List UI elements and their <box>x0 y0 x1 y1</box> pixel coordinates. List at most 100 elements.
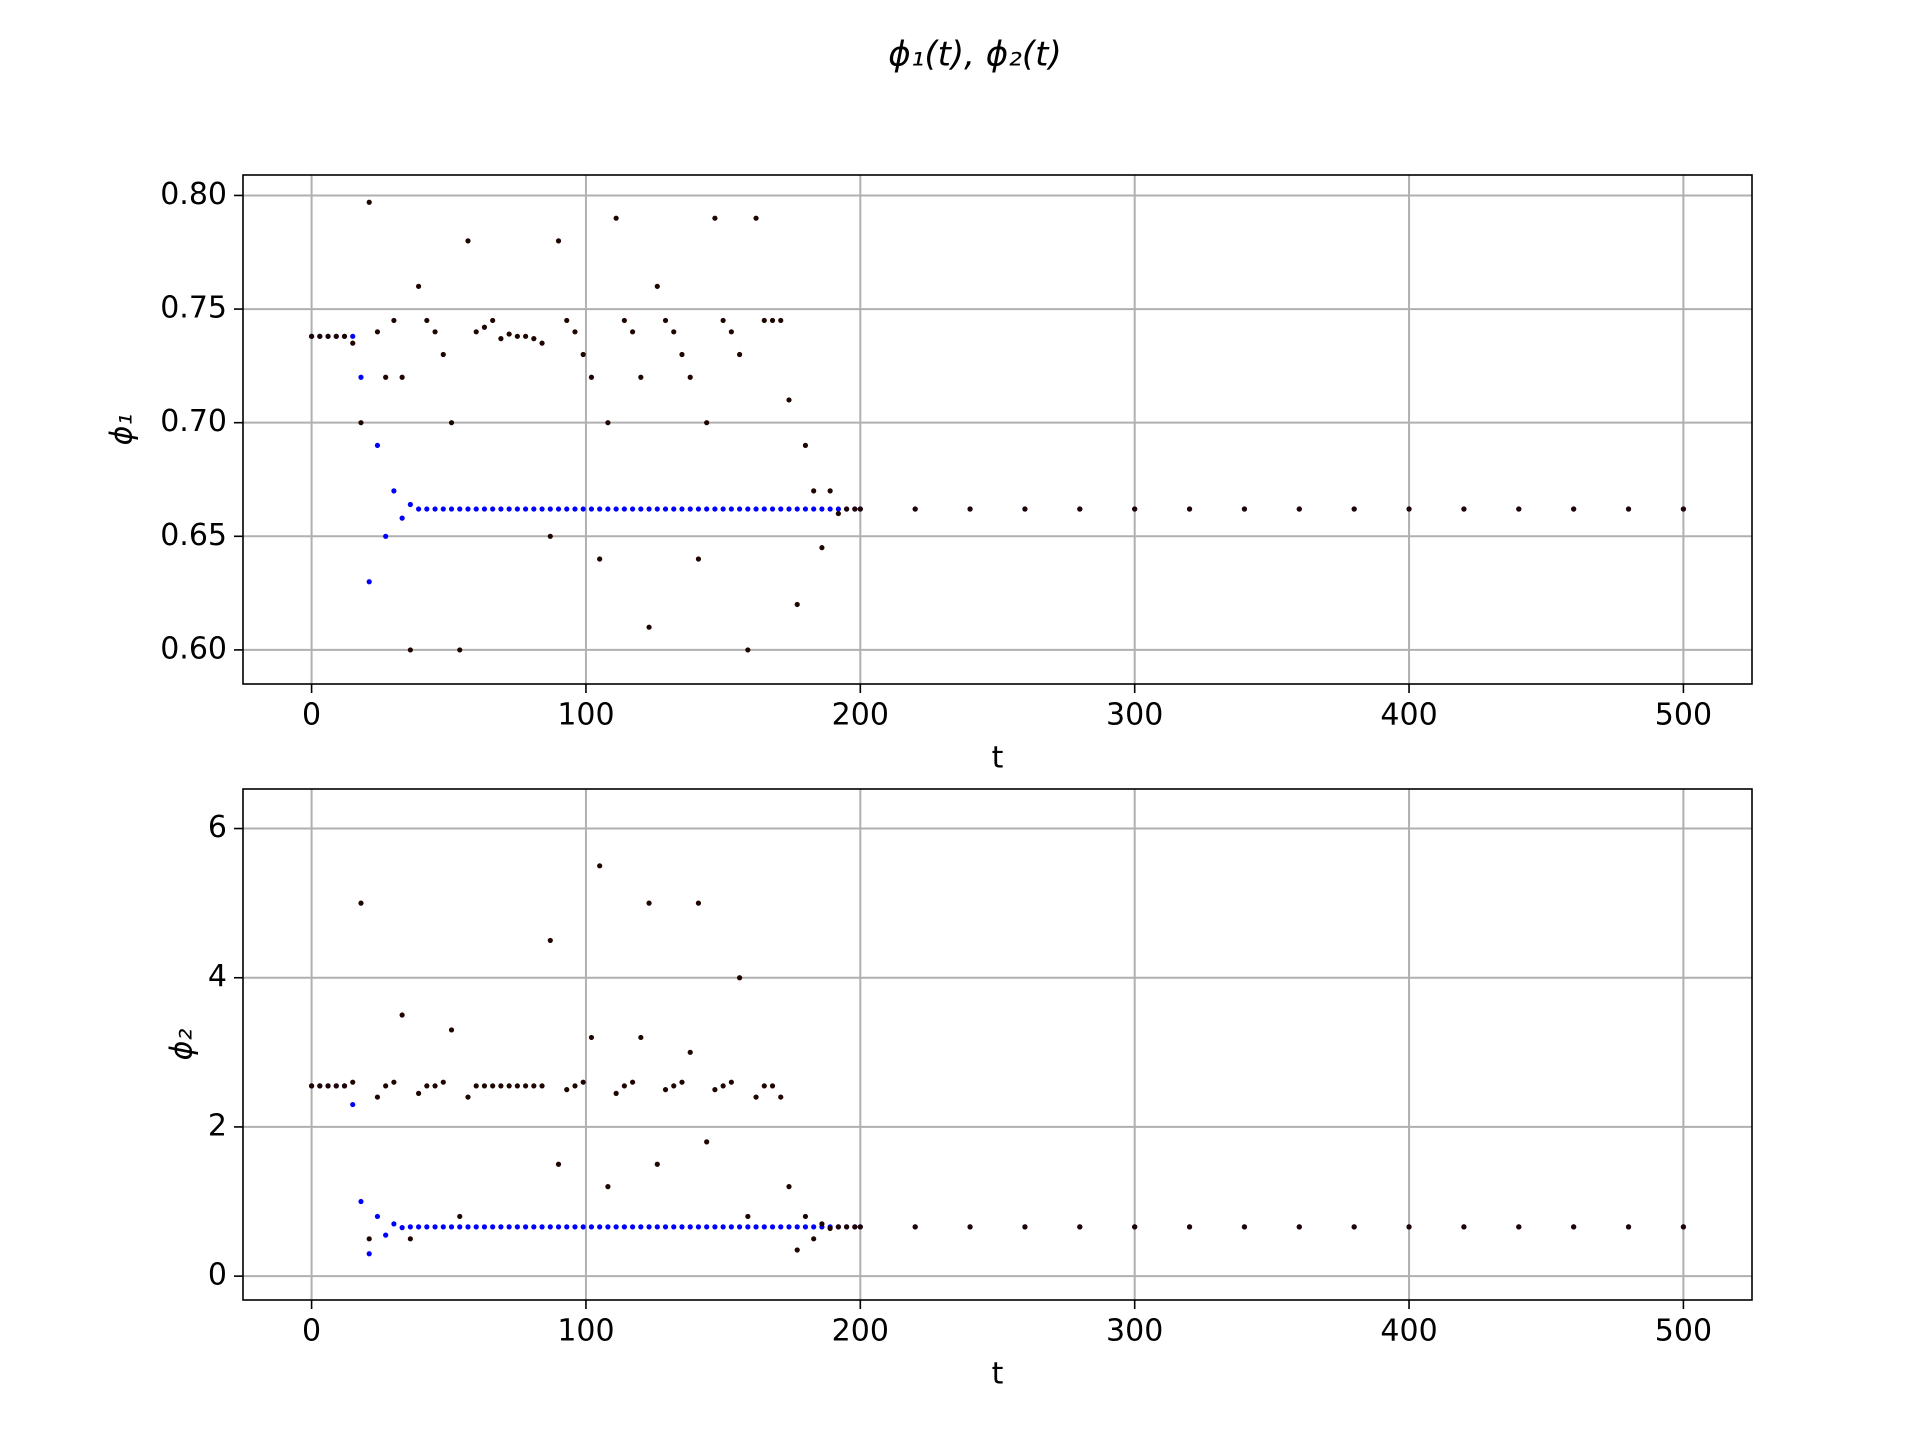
point <box>391 1079 397 1085</box>
x-tick-label: 100 <box>557 698 614 733</box>
point <box>308 333 315 339</box>
point <box>350 340 356 346</box>
point <box>514 1083 520 1089</box>
point <box>399 374 405 380</box>
point <box>1132 1224 1138 1230</box>
point <box>325 1083 331 1089</box>
point <box>547 506 553 512</box>
point <box>415 506 422 512</box>
point <box>695 556 702 562</box>
point <box>522 1083 529 1089</box>
point <box>695 506 702 512</box>
point <box>597 1224 603 1230</box>
point <box>786 1224 792 1230</box>
point <box>588 506 595 512</box>
point <box>366 199 372 205</box>
point <box>531 506 537 512</box>
point <box>473 506 479 512</box>
point <box>1241 1224 1248 1230</box>
point <box>391 1221 397 1227</box>
point <box>1022 1224 1028 1230</box>
point <box>366 579 372 585</box>
point <box>1461 1224 1467 1230</box>
point <box>646 506 652 512</box>
y-tick-label: 4 <box>208 959 227 994</box>
point <box>440 506 446 512</box>
point <box>490 317 496 324</box>
point <box>844 1224 850 1230</box>
point <box>448 1224 455 1230</box>
point <box>712 1224 718 1230</box>
point <box>465 238 471 244</box>
point <box>424 1224 430 1230</box>
point <box>572 1224 578 1230</box>
point <box>415 283 422 289</box>
x-tick-label: 100 <box>557 1314 614 1349</box>
point <box>597 556 603 562</box>
point <box>1461 506 1467 512</box>
point <box>448 1027 455 1033</box>
point <box>457 1224 463 1230</box>
point <box>621 506 627 512</box>
point <box>728 1224 734 1230</box>
y-tick-label: 0.60 <box>160 631 227 666</box>
point <box>1516 1224 1522 1230</box>
point <box>473 1083 479 1089</box>
point <box>786 1184 792 1190</box>
point <box>457 1213 463 1220</box>
point <box>819 1221 825 1227</box>
y-tick-label: 0.75 <box>160 291 227 326</box>
point <box>465 1224 471 1230</box>
point <box>597 863 603 869</box>
point <box>490 1224 496 1230</box>
point <box>769 1083 776 1089</box>
point <box>769 506 776 512</box>
point <box>1296 506 1302 512</box>
point <box>514 333 520 339</box>
point <box>621 1224 627 1230</box>
point <box>753 506 759 512</box>
point <box>621 317 627 324</box>
point <box>308 1083 315 1089</box>
point <box>572 1083 578 1089</box>
point <box>662 506 669 512</box>
point <box>778 1224 784 1230</box>
point <box>728 329 734 335</box>
point <box>769 317 776 324</box>
point <box>794 1247 800 1253</box>
point <box>745 1213 751 1220</box>
point <box>440 1079 446 1085</box>
point <box>448 506 455 512</box>
point <box>448 420 455 426</box>
point <box>588 1034 595 1041</box>
point <box>761 506 767 512</box>
point <box>605 506 611 512</box>
point <box>498 1224 504 1230</box>
point <box>712 1087 718 1093</box>
point <box>629 1224 636 1230</box>
point <box>712 215 718 221</box>
point <box>481 1224 488 1230</box>
point <box>638 1034 644 1041</box>
point <box>1132 506 1138 512</box>
point <box>473 1224 479 1230</box>
point <box>695 1224 702 1230</box>
point <box>490 1083 496 1089</box>
point <box>555 1161 562 1167</box>
point <box>580 1079 586 1085</box>
x-tick-label: 0 <box>302 1314 321 1349</box>
point <box>1406 506 1412 512</box>
point <box>440 1224 446 1230</box>
y-tick-label: 6 <box>208 810 227 845</box>
x-axis-label: t <box>992 1357 1004 1392</box>
point <box>687 1049 693 1055</box>
point <box>857 1224 863 1230</box>
point <box>333 333 339 339</box>
y-axis-label: ϕ₂ <box>165 1029 200 1061</box>
point <box>539 340 545 346</box>
point <box>857 506 863 512</box>
point <box>374 1213 381 1220</box>
point <box>481 324 488 330</box>
